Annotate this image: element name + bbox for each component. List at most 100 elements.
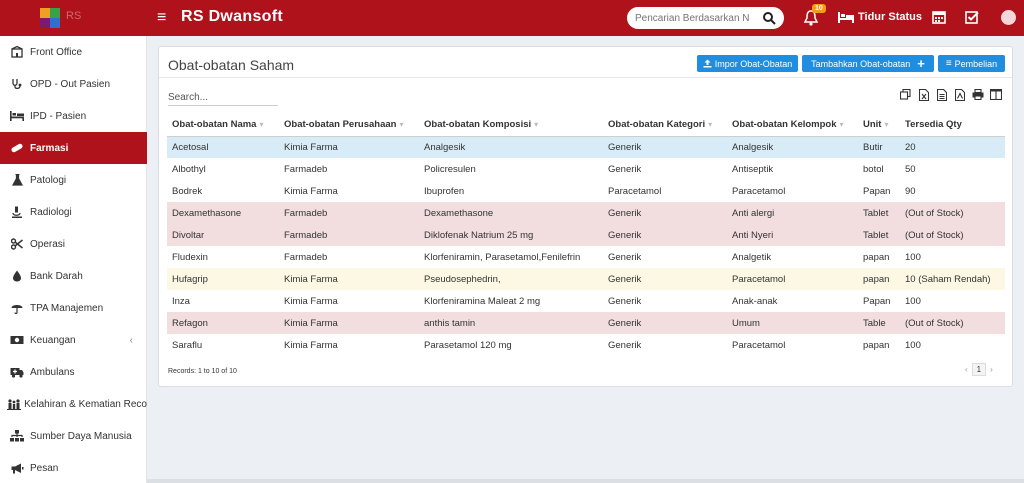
- table-row[interactable]: Saraflu Kimia Farma Parasetamol 120 mg Gene…: [167, 334, 1005, 356]
- table-row[interactable]: Acetosal Kimia Farma Analgesik Generik Analg…: [167, 136, 1005, 158]
- table-cell: 90: [905, 185, 916, 197]
- pdf-icon[interactable]: [953, 88, 966, 101]
- search-icon[interactable]: [762, 11, 776, 25]
- sidebar-item-bank-darah[interactable]: Bank Darah: [0, 260, 147, 292]
- sidebar-item-label: TPA Manajemen: [30, 302, 104, 314]
- table-row[interactable]: Inza Kimia Farma Klorfeniramina Maleat 2 m…: [167, 290, 1005, 312]
- bed-status-link[interactable]: Tidur Status: [838, 11, 922, 23]
- table-cell: Table: [858, 312, 900, 334]
- sidebar-item-sumber-daya-manusia[interactable]: Sumber Daya Manusia: [0, 420, 147, 452]
- column-header[interactable]: Obat-obatan Komposisi ▾: [419, 113, 603, 137]
- sidebar-item-keuangan[interactable]: Keuangan ‹: [0, 324, 147, 356]
- column-header[interactable]: Obat-obatan Kelompok ▾: [727, 113, 858, 137]
- global-search-input[interactable]: [635, 10, 759, 26]
- csv-icon[interactable]: [935, 88, 948, 101]
- table-cell: Anti Nyeri: [727, 224, 858, 246]
- table-row[interactable]: Bodrek Kimia Farma Ibuprofen Paracetamol Par…: [167, 180, 1005, 202]
- table-cell: Generik: [603, 312, 727, 334]
- sitemap-icon: [4, 430, 30, 442]
- table-cell: papan: [863, 251, 890, 263]
- table-cell: Kimia Farma: [284, 185, 338, 197]
- table-cell: anthis tamin: [419, 312, 603, 334]
- table-search-input[interactable]: [168, 90, 278, 106]
- microscope-icon: [4, 206, 30, 218]
- table-cell: Pseudosephedrin,: [419, 268, 603, 290]
- import-medicine-button[interactable]: Impor Obat-Obatan: [697, 55, 798, 72]
- table-body: Acetosal Kimia Farma Analgesik Generik Analg…: [167, 136, 1005, 356]
- table-cell: Paracetamol: [608, 185, 662, 197]
- table-cell: Dexamethasone: [419, 202, 603, 224]
- calendar-icon[interactable]: [932, 10, 946, 24]
- upload-icon: [703, 59, 712, 68]
- sidebar-item-kelahiran-kematian[interactable]: Kelahiran & Kematian Reco: [0, 388, 147, 420]
- records-info: Records: 1 to 10 of 10: [168, 368, 237, 375]
- print-icon[interactable]: [971, 88, 984, 101]
- column-header[interactable]: Unit ▾: [858, 113, 900, 137]
- table-row[interactable]: Hufagrip Kimia Farma Pseudosephedrin, Gener…: [167, 268, 1005, 290]
- prev-page-icon[interactable]: ‹: [965, 365, 968, 374]
- sidebar-item-farmasi[interactable]: Farmasi: [0, 132, 147, 164]
- column-header[interactable]: Obat-obatan Nama ▾: [167, 113, 279, 137]
- table-cell: Generik: [608, 251, 642, 263]
- logo-area[interactable]: RS: [0, 0, 147, 36]
- table-cell: (Out of Stock): [900, 202, 1005, 224]
- column-header-label: Obat-obatan Nama: [172, 118, 257, 130]
- menu-toggle-icon[interactable]: ≡: [157, 9, 167, 26]
- purchase-button[interactable]: ≡ Pembelian: [938, 55, 1005, 72]
- user-avatar[interactable]: [1001, 10, 1016, 25]
- sort-icon: ▾: [839, 119, 844, 129]
- sidebar-item-patologi[interactable]: Patologi: [0, 164, 147, 196]
- stethoscope-icon: [4, 78, 30, 90]
- sidebar-item-tpa-manajemen[interactable]: TPA Manajemen: [0, 292, 147, 324]
- sidebar-item-label: IPD - Pasien: [30, 110, 87, 122]
- sidebar-item-ipd[interactable]: IPD - Pasien: [0, 100, 147, 132]
- copy-icon[interactable]: [899, 88, 912, 101]
- table-cell: Tablet: [858, 202, 900, 224]
- table-cell: Generik: [608, 163, 642, 175]
- sidebar-item-pesan[interactable]: Pesan: [0, 452, 147, 483]
- table-cell: papan: [863, 339, 890, 351]
- sidebar-item-radiologi[interactable]: Radiologi: [0, 196, 147, 228]
- megaphone-icon: [4, 463, 30, 474]
- footer-divider: [147, 479, 1024, 483]
- column-header[interactable]: Obat-obatan Kategori ▾: [603, 113, 727, 137]
- bed-status-label: Tidur Status: [858, 11, 922, 23]
- table-cell: (Out of Stock): [900, 312, 1005, 334]
- sidebar-item-ambulans[interactable]: Ambulans: [0, 356, 147, 388]
- column-header-label: Obat-obatan Kelompok: [732, 118, 837, 130]
- family-icon: [4, 398, 24, 410]
- table-row[interactable]: Divoltar Farmadeb Diklofenak Natrium 25 mg…: [167, 224, 1005, 246]
- excel-icon[interactable]: [917, 88, 930, 101]
- next-page-icon[interactable]: ›: [990, 365, 993, 374]
- table-cell: (Out of Stock): [900, 224, 1005, 246]
- bed-icon: [838, 11, 854, 23]
- medicine-table: Obat-obatan Nama ▾ Obat-obatan Perusahaan…: [167, 113, 1005, 356]
- table-cell: Ibuprofen: [424, 185, 465, 197]
- sidebar-item-opd[interactable]: OPD - Out Pasien: [0, 68, 147, 100]
- columns-icon[interactable]: [989, 88, 1002, 101]
- logo-icon: [40, 8, 60, 28]
- add-medicine-button[interactable]: Tambahkan Obat-obatan +: [802, 55, 934, 72]
- column-header[interactable]: Tersedia Qty: [900, 113, 1005, 137]
- pill-icon: [4, 142, 30, 154]
- table-header-row: Obat-obatan Nama ▾ Obat-obatan Perusahaan…: [167, 113, 1005, 137]
- sidebar-item-front-office[interactable]: Front Office: [0, 36, 147, 68]
- sidebar-item-label: Keuangan: [30, 334, 76, 346]
- table-cell: Hufagrip: [167, 268, 279, 290]
- table-cell: papan: [858, 268, 900, 290]
- sidebar-item-operasi[interactable]: Operasi: [0, 228, 147, 260]
- table-cell: Kimia Farma: [279, 136, 419, 158]
- task-check-icon[interactable]: [965, 10, 979, 24]
- table-cell: Papan: [863, 185, 891, 197]
- table-row[interactable]: Refagon Kimia Farma anthis tamin Generik Umu…: [167, 312, 1005, 334]
- scissors-icon: [4, 238, 30, 250]
- table-row[interactable]: Albothyl Farmadeb Policresulen Generik Antis…: [167, 158, 1005, 180]
- current-page[interactable]: 1: [971, 363, 987, 376]
- table-row[interactable]: Dexamethasone Farmadeb Dexamethasone Generi…: [167, 202, 1005, 224]
- table-cell: Anak-anak: [732, 295, 778, 307]
- column-header-label: Obat-obatan Perusahaan: [284, 118, 397, 130]
- table-cell: Farmadeb: [279, 224, 419, 246]
- column-header[interactable]: Obat-obatan Perusahaan ▾: [279, 113, 419, 137]
- flask-icon: [4, 174, 30, 186]
- table-row[interactable]: Fludexin Farmadeb Klorfeniramin, Parasetam…: [167, 246, 1005, 268]
